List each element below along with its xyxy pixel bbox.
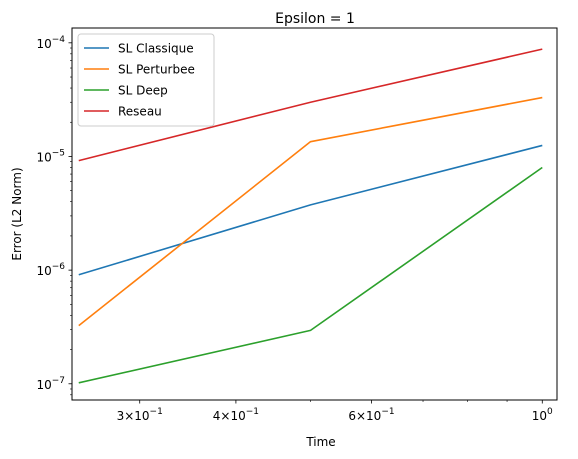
y-tick-label: 10−7 — [36, 376, 65, 392]
x-tick-label: 3×10−1 — [117, 407, 163, 423]
x-tick-label-base: 10 — [532, 409, 547, 423]
series-line-sl-classique — [78, 144, 543, 276]
series-line-sl-perturbee — [78, 96, 543, 327]
y-tick-label-base: 10 — [36, 264, 51, 278]
series-layer — [78, 48, 543, 384]
chart-title: Epsilon = 1 — [275, 11, 355, 27]
axes-frame — [71, 27, 558, 401]
x-tick-label-base: 4×10 — [213, 409, 246, 423]
legend-label-sl-deep: SL Deep — [118, 84, 168, 98]
y-tick-label-exponent: −7 — [52, 376, 65, 386]
y-tick-label: 10−6 — [36, 262, 65, 278]
legend-label-sl-classique: SL Classique — [118, 42, 194, 56]
x-tick-label: 6×10−1 — [348, 407, 394, 423]
x-tick-label-exponent: −1 — [150, 407, 163, 417]
y-tick-label: 10−5 — [36, 148, 65, 164]
legend-label-reseau: Reseau — [118, 105, 162, 119]
x-axis-ticks: 3×10−1 4×10−1 6×10−1 100 — [117, 400, 553, 423]
x-tick-label: 4×10−1 — [213, 407, 259, 423]
legend: SL Classique SL Perturbee SL Deep Reseau — [77, 33, 215, 127]
series-line-reseau — [78, 48, 543, 162]
plot-area — [71, 27, 558, 401]
x-tick-label-exponent: −1 — [381, 407, 394, 417]
y-tick-label-base: 10 — [36, 37, 51, 51]
y-axis-label: Error (L2 Norm) — [10, 167, 24, 260]
y-tick-label-exponent: −6 — [52, 262, 66, 272]
y-tick-label: 10−4 — [36, 35, 65, 51]
x-tick-label-base: 6×10 — [348, 409, 381, 423]
x-tick-label-exponent: 0 — [547, 407, 553, 417]
y-tick-label-base: 10 — [36, 150, 51, 164]
x-tick-label-base: 3×10 — [117, 409, 150, 423]
x-tick-label-exponent: −1 — [246, 407, 259, 417]
legend-label-sl-perturbee: SL Perturbee — [118, 63, 195, 77]
y-axis-ticks: 10−710−610−510−4 — [36, 35, 72, 396]
y-tick-label-exponent: −4 — [52, 35, 66, 45]
x-tick-label: 100 — [532, 407, 553, 423]
y-tick-label-base: 10 — [36, 378, 51, 392]
legend-box — [77, 33, 215, 127]
y-tick-label-exponent: −5 — [52, 148, 65, 158]
x-axis-label: Time — [305, 435, 335, 449]
series-line-sl-deep — [78, 166, 543, 384]
